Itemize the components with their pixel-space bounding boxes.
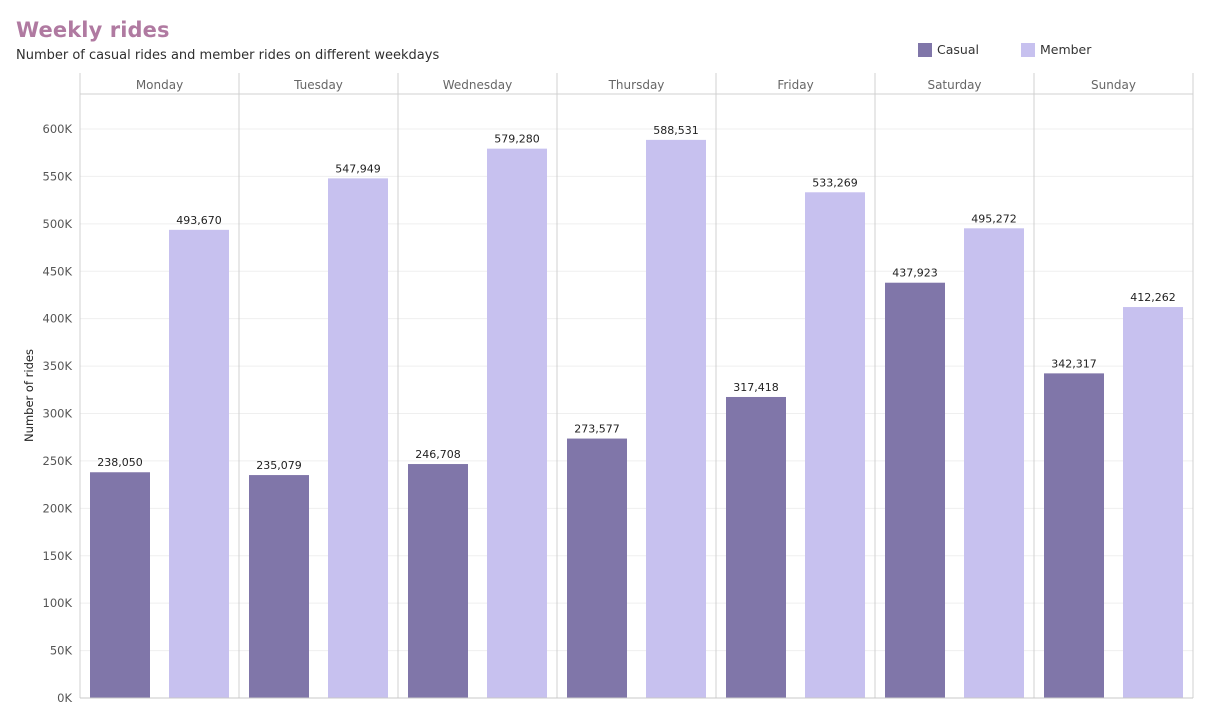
weekday-header: Monday bbox=[136, 78, 183, 92]
y-tick-label: 550K bbox=[43, 169, 73, 183]
y-tick-label: 450K bbox=[43, 264, 73, 278]
legend-item-member[interactable]: Member bbox=[1020, 42, 1092, 57]
legend: Casual Member bbox=[918, 42, 1091, 57]
bar-casual bbox=[567, 438, 627, 698]
legend-swatch-casual bbox=[918, 42, 932, 57]
bar-casual bbox=[885, 282, 945, 698]
chart-title: Weekly rides bbox=[16, 18, 170, 42]
bar-member bbox=[328, 178, 388, 698]
y-tick-label: 600K bbox=[43, 122, 73, 136]
y-tick-label: 300K bbox=[43, 407, 73, 421]
y-tick-label: 400K bbox=[43, 312, 73, 326]
legend-label-member: Member bbox=[1039, 42, 1092, 57]
data-label: 588,531 bbox=[653, 124, 699, 137]
weekday-header: Friday bbox=[777, 78, 813, 92]
y-tick-label: 100K bbox=[43, 596, 73, 610]
weekday-header: Wednesday bbox=[443, 78, 512, 92]
y-axis-title: Number of rides bbox=[22, 349, 36, 442]
bar-casual bbox=[726, 396, 786, 698]
data-label: 579,280 bbox=[494, 133, 540, 146]
weekday-header: Sunday bbox=[1091, 78, 1136, 92]
bar-casual bbox=[408, 464, 468, 698]
data-label: 235,079 bbox=[256, 459, 302, 472]
data-label: 273,577 bbox=[574, 423, 620, 436]
bar-member bbox=[169, 229, 229, 698]
y-tick-label: 500K bbox=[43, 217, 73, 231]
chart-subtitle: Number of casual rides and member rides … bbox=[16, 48, 440, 63]
y-tick-label: 200K bbox=[43, 501, 73, 515]
legend-label-casual: Casual bbox=[937, 42, 979, 57]
data-label: 317,418 bbox=[733, 381, 779, 394]
data-label: 493,670 bbox=[176, 214, 222, 227]
data-label: 342,317 bbox=[1051, 357, 1097, 370]
legend-item-casual[interactable]: Casual bbox=[918, 42, 979, 57]
data-label: 495,272 bbox=[971, 212, 1017, 225]
data-label: 533,269 bbox=[812, 176, 858, 189]
bar-member bbox=[1123, 307, 1183, 698]
bar-member bbox=[487, 148, 547, 698]
bar-casual bbox=[90, 472, 150, 698]
data-label: 547,949 bbox=[335, 162, 381, 175]
y-tick-label: 350K bbox=[43, 359, 73, 373]
weekday-header: Thursday bbox=[608, 78, 665, 92]
bar-member bbox=[805, 192, 865, 698]
y-tick-label: 0K bbox=[57, 691, 72, 705]
weekday-header: Tuesday bbox=[293, 78, 343, 92]
bar-member bbox=[964, 228, 1024, 698]
y-tick-label: 50K bbox=[50, 644, 73, 658]
data-label: 412,262 bbox=[1130, 291, 1176, 304]
bar-casual bbox=[1044, 373, 1104, 698]
y-tick-label: 150K bbox=[43, 549, 73, 563]
data-label: 437,923 bbox=[892, 267, 938, 280]
weekday-header: Saturday bbox=[927, 78, 981, 92]
bar-member bbox=[646, 139, 706, 698]
y-tick-label: 250K bbox=[43, 454, 73, 468]
data-label: 238,050 bbox=[97, 456, 143, 469]
legend-swatch-member bbox=[1020, 42, 1035, 57]
data-label: 246,708 bbox=[415, 448, 461, 461]
bar-casual bbox=[249, 475, 309, 698]
